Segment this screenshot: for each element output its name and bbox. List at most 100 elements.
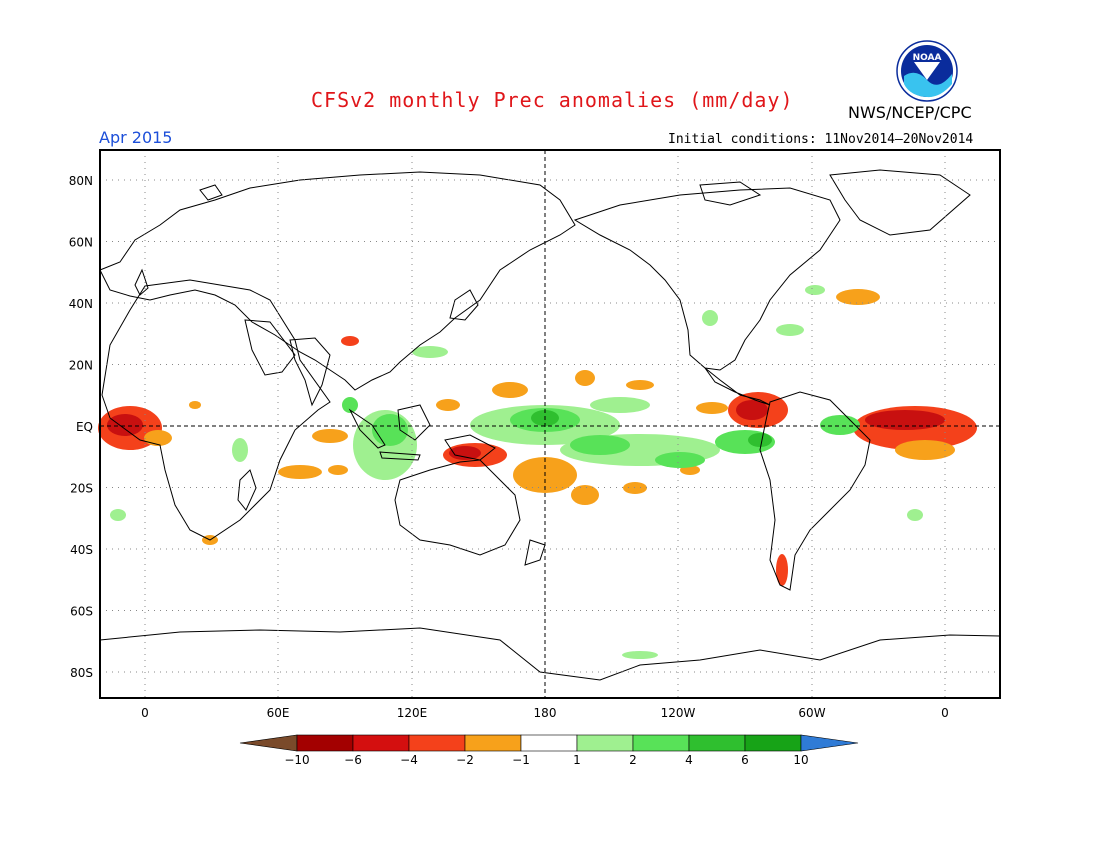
wet-anomaly-amazon (820, 415, 860, 435)
dry-anomaly-sw-indian (202, 535, 218, 545)
colorbar-swatch (408, 734, 466, 752)
dry-anomaly-c-pacific-n (575, 370, 595, 386)
coastline-canadian-archipelago (699, 181, 762, 206)
coastline-svalbard (199, 184, 223, 201)
graticule (100, 150, 1000, 698)
coastline-africa (101, 279, 331, 541)
coastline-java (379, 451, 421, 461)
lat-label: 40N (69, 297, 93, 311)
lat-label: 60S (70, 605, 93, 619)
dry-anomaly-w-pacific-north (492, 382, 528, 398)
lon-label: 120W (661, 706, 696, 720)
dry-anomaly-w-africa-atlantic (98, 406, 162, 450)
dry-anomaly-new-guinea (443, 443, 507, 467)
anomaly-shading (98, 285, 977, 659)
wet-anomaly-equatorial-pacific-core (510, 408, 580, 432)
wet-anomaly-antarctic-coast (622, 651, 658, 659)
map-frame (99, 149, 1001, 699)
colorbar-swatch (576, 734, 634, 752)
dry-anomaly-s-indian-2 (328, 465, 348, 475)
agency-label: NWS/NCEP/CPC (848, 103, 972, 122)
coastline-sumatra (348, 408, 386, 449)
lon-label: 120E (397, 706, 428, 720)
wet-anomaly-s-atlantic (110, 509, 126, 521)
colorbar-swatch (352, 734, 410, 752)
colorbar-swatch (464, 734, 522, 752)
wet-anomaly-e-pacific-core (748, 433, 772, 447)
lat-label: 20S (70, 482, 93, 496)
dry-anomaly-s-pacific-3 (623, 482, 647, 494)
wet-anomaly-c-pacific-band-2 (655, 452, 705, 468)
lon-label: 0 (941, 706, 949, 720)
colorbar-label: −10 (284, 753, 309, 767)
dry-anomaly-africa-small (189, 401, 201, 409)
wet-anomaly-c-pacific-band (560, 434, 720, 466)
dry-anomaly-w-africa-core (107, 414, 143, 436)
coastline-south-america (759, 391, 871, 591)
wet-anomaly-bay-bengal (342, 397, 358, 413)
coastline-new-guinea (444, 434, 496, 461)
colorbar-swatch (688, 734, 746, 752)
dry-anomaly-e-pacific (696, 402, 728, 414)
coastline-central-america (704, 367, 771, 406)
colorbar-arrow-low (239, 734, 298, 752)
coastline-borneo (397, 404, 431, 441)
lat-label: 20N (69, 359, 93, 373)
colorbar-label: −6 (344, 753, 362, 767)
coastline-eurasia (99, 171, 576, 391)
coastline-madagascar (237, 469, 257, 511)
dry-anomaly-panama (728, 392, 788, 428)
chart-title: CFSv2 monthly Prec anomalies (mm/day) (311, 88, 794, 112)
colorbar-arrow-high (800, 734, 859, 752)
dry-anomaly-gulf-guinea (144, 430, 172, 446)
latitude-labels: 80N 60N 40N 20N EQ 20S 40S 60S 80S (69, 174, 93, 680)
dry-anomaly-n-atlantic (836, 289, 880, 305)
dry-anomaly-c-pacific-n2 (626, 380, 654, 390)
lat-label: 60N (69, 236, 93, 250)
lat-label: 40S (70, 543, 93, 557)
wet-anomaly-n-atlantic (776, 324, 804, 336)
dry-anomaly-sw-pacific-2 (571, 485, 599, 505)
dry-anomaly-philippine-sea (436, 399, 460, 411)
longitude-labels: 0 60E 120E 180 120W 60W 0 (141, 706, 949, 720)
colorbar-swatch (296, 734, 354, 752)
lat-label: 80S (70, 666, 93, 680)
colorbar-label: 10 (793, 753, 808, 767)
colorbar-label: −1 (512, 753, 530, 767)
colorbar-swatch (744, 734, 802, 752)
colorbar-label: 1 (573, 753, 581, 767)
lon-label: 60W (798, 706, 825, 720)
valid-month-label: Apr 2015 (99, 128, 173, 147)
coastline-new-zealand (524, 539, 546, 566)
coastline-greenland (829, 169, 971, 236)
wet-anomaly-n-atlantic-2 (805, 285, 825, 295)
wet-anomaly-e-africa (232, 438, 248, 462)
dry-anomaly-trop-atlantic-core (865, 410, 945, 430)
colorbar: −10 −6 −4 −2 −1 1 2 4 6 10 (239, 734, 859, 767)
initial-conditions-label: Initial conditions: 11Nov2014–20Nov2014 (668, 132, 974, 147)
coastline-japan (449, 289, 479, 321)
wet-anomaly-s-atlantic-2 (907, 509, 923, 521)
logo-text: NOAA (913, 53, 942, 63)
lon-label: 180 (534, 706, 557, 720)
colorbar-label: 4 (685, 753, 693, 767)
lat-label: EQ (76, 420, 93, 434)
coastline-india (289, 337, 331, 407)
dry-anomaly-trop-atlantic (853, 406, 977, 450)
colorbar-label: −4 (400, 753, 418, 767)
dry-anomaly-atlantic-s (895, 440, 955, 460)
dry-anomaly-sw-pacific (513, 457, 577, 493)
wet-anomaly-dateline (531, 410, 559, 426)
dry-anomaly-s-pacific-4 (680, 465, 700, 475)
wet-anomaly-n-pacific (702, 310, 718, 326)
colorbar-swatch (520, 734, 578, 752)
wet-anomaly-s-china (412, 346, 448, 358)
dry-anomaly-s-indian (278, 465, 322, 479)
wet-anomaly-c-pacific-north (590, 397, 650, 413)
coastline-uk (134, 268, 149, 296)
colorbar-label: 2 (629, 753, 637, 767)
colorbar-label: 6 (741, 753, 749, 767)
colorbar-label: −2 (456, 753, 474, 767)
wet-anomaly-c-pacific-band-core (570, 435, 630, 455)
dry-anomaly-indian-ocean (312, 429, 348, 443)
